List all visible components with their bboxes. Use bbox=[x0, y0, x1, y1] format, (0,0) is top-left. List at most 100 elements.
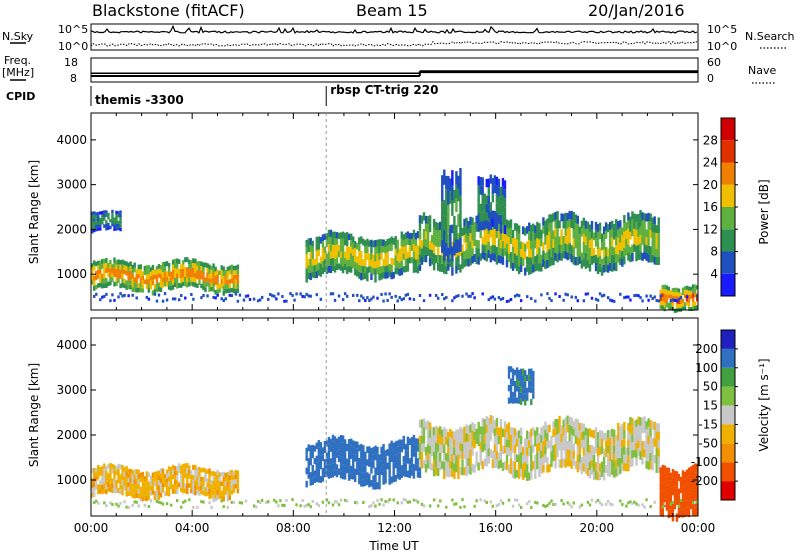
near-range-cell bbox=[232, 500, 236, 504]
echo-cell bbox=[157, 485, 161, 491]
near-range-cell bbox=[641, 503, 644, 507]
echo-cell bbox=[127, 486, 130, 492]
echo-cell bbox=[667, 509, 671, 519]
echo-cell bbox=[578, 234, 582, 242]
echo-cell bbox=[526, 438, 529, 448]
echo-cell bbox=[615, 468, 618, 477]
echo-cell bbox=[487, 210, 490, 219]
echo-cell bbox=[432, 451, 436, 461]
echo-cell bbox=[679, 484, 683, 494]
echo-cell bbox=[147, 265, 151, 270]
echo-cell bbox=[513, 223, 517, 231]
echo-cell bbox=[671, 477, 675, 487]
echo-cell bbox=[329, 458, 333, 465]
echo-cell bbox=[655, 225, 658, 234]
near-range-cell bbox=[584, 292, 588, 296]
echo-cell bbox=[548, 424, 551, 433]
echo-cell bbox=[406, 238, 410, 245]
near-range-cell bbox=[252, 297, 256, 301]
echo-cell bbox=[598, 222, 602, 231]
echo-cell bbox=[513, 470, 517, 479]
echo-cell bbox=[604, 465, 608, 474]
echo-cell bbox=[325, 260, 329, 268]
near-range-cell bbox=[643, 505, 646, 509]
echo-cell bbox=[681, 298, 685, 303]
echo-cell bbox=[655, 241, 658, 250]
echo-cell bbox=[523, 243, 527, 252]
echo-cell bbox=[384, 259, 387, 267]
echo-cell bbox=[198, 490, 201, 496]
echo-cell bbox=[505, 424, 509, 432]
near-range-cell bbox=[562, 502, 565, 506]
echo-cell bbox=[335, 257, 339, 264]
echo-cell bbox=[631, 244, 634, 253]
echo-cell bbox=[523, 393, 527, 400]
echo-cell bbox=[186, 462, 189, 469]
echo-cell bbox=[443, 444, 446, 454]
echo-cell bbox=[445, 216, 448, 230]
echo-cell bbox=[428, 215, 432, 224]
echo-cell bbox=[329, 265, 333, 274]
echo-cell bbox=[685, 484, 689, 493]
echo-cell bbox=[515, 385, 519, 392]
echo-cell bbox=[113, 224, 116, 228]
echo-cell bbox=[526, 394, 529, 401]
echo-cell bbox=[313, 470, 316, 477]
echo-cell bbox=[619, 465, 622, 474]
echo-cell bbox=[645, 445, 648, 453]
echo-cell bbox=[135, 269, 138, 274]
echo-cell bbox=[445, 189, 448, 203]
echo-cell bbox=[457, 214, 460, 227]
echo-cell bbox=[91, 280, 94, 285]
echo-cell bbox=[554, 236, 557, 245]
echo-cell bbox=[416, 471, 420, 478]
echo-cell bbox=[341, 259, 345, 267]
echo-cell bbox=[408, 257, 412, 264]
echo-cell bbox=[121, 273, 124, 279]
echo-cell bbox=[230, 489, 234, 495]
echo-cell bbox=[507, 228, 511, 238]
echo-cell bbox=[645, 245, 648, 253]
echo-cell bbox=[483, 193, 486, 203]
echo-cell bbox=[552, 421, 555, 430]
echo-cell bbox=[451, 200, 454, 216]
near-range-cell bbox=[600, 294, 604, 298]
echo-cell bbox=[515, 223, 519, 232]
echo-cell bbox=[226, 275, 229, 280]
echo-cell bbox=[214, 476, 217, 481]
near-range-cell bbox=[465, 292, 468, 296]
echo-cell bbox=[204, 287, 207, 293]
echo-cell bbox=[339, 232, 343, 239]
echo-cell bbox=[606, 468, 610, 477]
echo-cell bbox=[538, 459, 541, 469]
echo-cell bbox=[214, 280, 217, 286]
echo-cell bbox=[360, 472, 363, 480]
echo-cell bbox=[378, 454, 381, 462]
echo-cell bbox=[473, 230, 476, 239]
echo-cell bbox=[445, 429, 448, 437]
echo-cell bbox=[598, 463, 602, 472]
echo-cell bbox=[232, 479, 236, 485]
echo-cell bbox=[337, 449, 341, 456]
echo-cell bbox=[523, 446, 527, 455]
echo-cell bbox=[443, 453, 446, 462]
echo-cell bbox=[414, 232, 418, 240]
echo-cell bbox=[592, 430, 596, 439]
echo-cell bbox=[602, 249, 606, 258]
echo-cell bbox=[594, 238, 598, 247]
near-range-cell bbox=[226, 505, 229, 509]
echo-cell bbox=[95, 218, 98, 222]
echo-cell bbox=[180, 474, 183, 479]
echo-cell bbox=[364, 479, 367, 486]
near-range-cell bbox=[95, 499, 98, 503]
echo-cell bbox=[311, 464, 314, 472]
echo-cell bbox=[321, 241, 325, 248]
echo-cell bbox=[507, 464, 511, 474]
echo-cell bbox=[206, 263, 209, 268]
echo-cell bbox=[453, 463, 456, 471]
echo-cell bbox=[497, 214, 501, 224]
echo-cell bbox=[564, 442, 567, 451]
echo-cell bbox=[356, 263, 359, 270]
echo-cell bbox=[457, 175, 460, 189]
echo-cell bbox=[479, 434, 482, 443]
